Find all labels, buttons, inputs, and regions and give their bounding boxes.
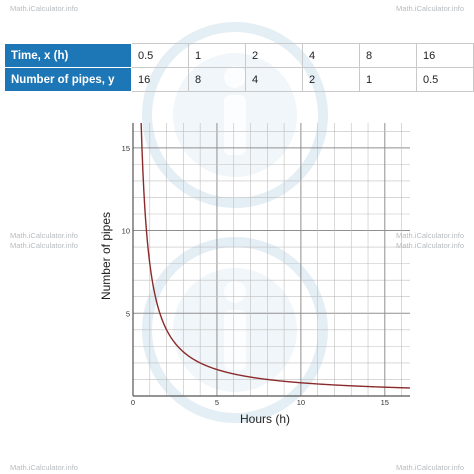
chart-tick-labels: 0 5 10 15 5 10 15 (122, 144, 389, 407)
x-tick-label: 0 (131, 398, 135, 407)
table-cell: 0.5 (131, 43, 189, 68)
chart-grid (133, 123, 410, 396)
watermark-text: Math.iCalculator.info (396, 4, 464, 13)
row-header-time: Time, x (h) (4, 43, 132, 68)
y-tick-label: 5 (126, 309, 130, 318)
table-cell: 16 (416, 43, 474, 68)
table-cell: 4 (245, 67, 303, 92)
watermark-i-dot (224, 281, 246, 303)
chart-axes (132, 123, 410, 397)
watermark-text: Math.iCalculator.info (10, 463, 78, 472)
watermark-text: Math.iCalculator.info (10, 241, 78, 250)
table-cell: 4 (302, 43, 360, 68)
watermark-ring (142, 22, 328, 208)
table-row: Time, x (h) 0.5 1 2 4 8 16 (4, 43, 474, 68)
table-cell: 2 (245, 43, 303, 68)
table-cell: 0.5 (416, 67, 474, 92)
watermark-text: Math.iCalculator.info (10, 4, 78, 13)
table-cell: 8 (188, 67, 246, 92)
y-tick-label: 15 (122, 144, 130, 153)
table-cell: 1 (188, 43, 246, 68)
watermark-text: Math.iCalculator.info (396, 231, 464, 240)
x-axis-label: Hours (h) (240, 412, 290, 426)
table-cell: 16 (131, 67, 189, 92)
data-table: Time, x (h) 0.5 1 2 4 8 16 Number of pip… (4, 43, 474, 92)
watermark-text: Math.iCalculator.info (396, 463, 464, 472)
watermark-i-stem (224, 95, 246, 155)
y-tick-label: 10 (122, 227, 130, 236)
watermark-text: Math.iCalculator.info (396, 241, 464, 250)
table-row: Number of pipes, y 16 8 4 2 1 0.5 (4, 67, 474, 92)
watermark-text: Math.iCalculator.info (10, 231, 78, 240)
x-tick-label: 15 (381, 398, 389, 407)
watermark-i-stem (224, 310, 246, 370)
y-axis-label: Number of pipes (99, 212, 113, 300)
x-tick-label: 10 (297, 398, 305, 407)
table-cell: 1 (359, 67, 417, 92)
table-cell: 8 (359, 43, 417, 68)
table-cell: 2 (302, 67, 360, 92)
row-header-pipes: Number of pipes, y (4, 67, 132, 92)
x-tick-label: 5 (215, 398, 219, 407)
series-curve (140, 122, 411, 389)
